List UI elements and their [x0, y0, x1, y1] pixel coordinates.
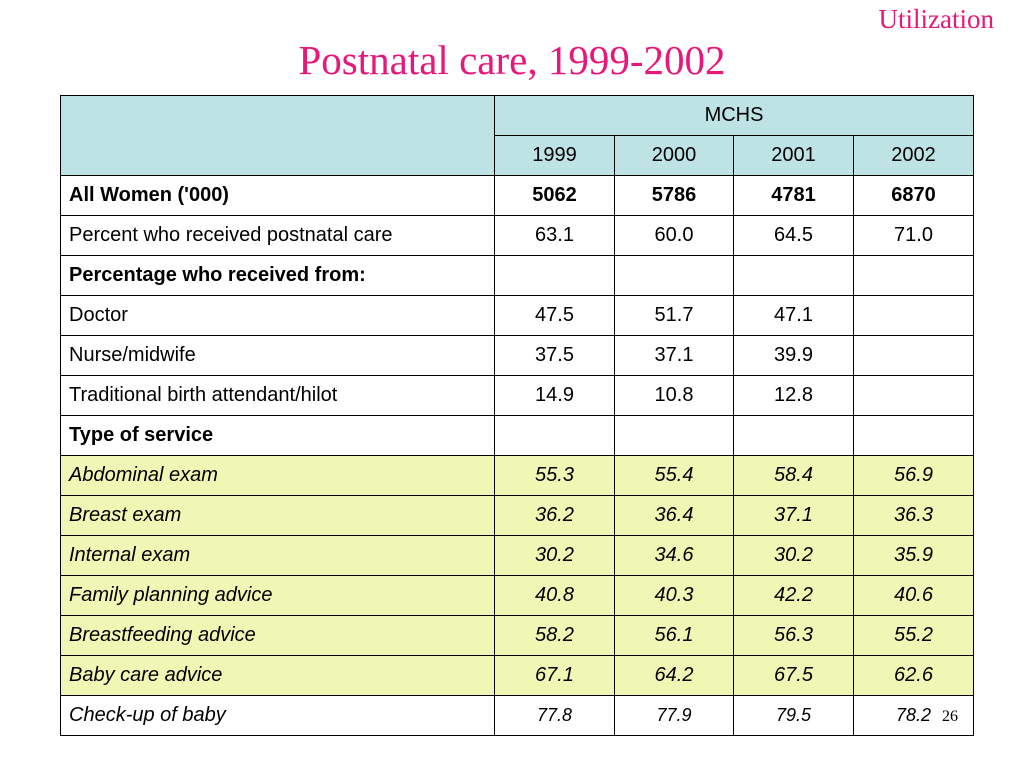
section-label: Utilization — [878, 4, 994, 34]
value-cell: 67.1 — [494, 655, 615, 696]
value-cell: 37.1 — [614, 335, 734, 376]
table-row: Doctor 47.5 51.7 47.1 — [60, 295, 975, 336]
value-cell: 77.8 — [494, 695, 615, 736]
value-cell: 71.0 — [852, 215, 975, 256]
value-cell: 30.2 — [733, 535, 854, 576]
value-cell: 12.8 — [733, 375, 854, 416]
table-row: Breastfeeding advice 58.2 56.1 56.3 55.2 — [60, 615, 975, 656]
value-cell: 4781 — [733, 175, 854, 216]
value-cell: 40.3 — [614, 575, 734, 616]
value-cell — [852, 255, 975, 296]
table-row: Traditional birth attendant/hilot 14.9 10.… — [60, 375, 975, 416]
value-cell: 47.1 — [733, 295, 854, 336]
value-cell — [852, 295, 975, 336]
value-cell: 37.1 — [733, 495, 854, 536]
value-cell: 34.6 — [614, 535, 734, 576]
year-header: 2001 — [733, 135, 854, 176]
value-cell: 62.6 — [852, 655, 975, 696]
row-label: Traditional birth attendant/hilot — [60, 375, 495, 416]
table-row: Type of service — [60, 415, 975, 456]
value-cell — [614, 415, 734, 456]
row-label: Check-up of baby — [60, 695, 495, 736]
value-cell: 37.5 — [494, 335, 615, 376]
value-cell: 67.5 — [733, 655, 854, 696]
value-cell: 55.3 — [494, 455, 615, 496]
table-row: All Women ('000) 5062 5786 4781 6870 — [60, 175, 975, 216]
header-row-years: 1999 2000 2001 2002 — [61, 135, 975, 176]
year-header: 2000 — [614, 135, 734, 176]
value-cell: 56.1 — [614, 615, 734, 656]
value-cell: 64.5 — [733, 215, 854, 256]
value-cell — [733, 255, 854, 296]
value-cell: 36.2 — [494, 495, 615, 536]
table-row: Family planning advice 40.8 40.3 42.2 40.6 — [60, 575, 975, 616]
value-cell: 63.1 — [494, 215, 615, 256]
value-cell: 35.9 — [852, 535, 975, 576]
table-row: Abdominal exam 55.3 55.4 58.4 56.9 — [60, 455, 975, 496]
row-label: Doctor — [60, 295, 495, 336]
value-cell — [852, 415, 975, 456]
value-cell: 40.8 — [494, 575, 615, 616]
value-cell: 36.3 — [852, 495, 975, 536]
value-cell: 79.5 — [733, 695, 854, 736]
table-row: Nurse/midwife 37.5 37.1 39.9 — [60, 335, 975, 376]
table-row: Check-up of baby 77.8 77.9 79.5 78.2 — [60, 695, 975, 736]
row-label: Type of service — [60, 415, 495, 456]
value-cell: 40.6 — [852, 575, 975, 616]
row-label: Abdominal exam — [60, 455, 495, 496]
row-label: Breast exam — [60, 495, 495, 536]
value-cell — [494, 415, 615, 456]
value-cell: 64.2 — [614, 655, 734, 696]
row-label: Breastfeeding advice — [60, 615, 495, 656]
value-cell: 42.2 — [733, 575, 854, 616]
value-cell: 58.4 — [733, 455, 854, 496]
header-row-group: MCHS — [60, 95, 975, 176]
value-cell — [852, 335, 975, 376]
row-label: Nurse/midwife — [60, 335, 495, 376]
value-cell: 56.3 — [733, 615, 854, 656]
page-number: 26 — [942, 708, 958, 725]
value-cell — [852, 375, 975, 416]
value-cell: 60.0 — [614, 215, 734, 256]
row-label: Percentage who received from: — [60, 255, 495, 296]
row-label: All Women ('000) — [60, 175, 495, 216]
value-cell: 58.2 — [494, 615, 615, 656]
value-cell: 51.7 — [614, 295, 734, 336]
value-cell: 77.9 — [614, 695, 734, 736]
value-cell — [733, 415, 854, 456]
year-header: 2002 — [852, 135, 975, 176]
value-cell: 5062 — [494, 175, 615, 216]
row-label: Internal exam — [60, 535, 495, 576]
table-row: Breast exam 36.2 36.4 37.1 36.3 — [60, 495, 975, 536]
value-cell: 10.8 — [614, 375, 734, 416]
value-cell: 14.9 — [494, 375, 615, 416]
value-cell: 30.2 — [494, 535, 615, 576]
table-row: Percentage who received from: — [60, 255, 975, 296]
table-row: Percent who received postnatal care 63.1 6… — [60, 215, 975, 256]
header-blank-cell — [60, 95, 495, 176]
value-cell: 78.2 — [852, 695, 975, 736]
group-header-mchs: MCHS — [493, 95, 975, 136]
year-header: 1999 — [494, 135, 615, 176]
value-cell: 6870 — [852, 175, 975, 216]
value-cell: 47.5 — [494, 295, 615, 336]
value-cell — [494, 255, 615, 296]
value-cell: 55.2 — [852, 615, 975, 656]
postnatal-care-table: MCHS 1999 2000 2001 2002 All Women ('000… — [60, 95, 975, 736]
row-label: Baby care advice — [60, 655, 495, 696]
value-cell: 5786 — [614, 175, 734, 216]
slide-title: Postnatal care, 1999-2002 — [298, 37, 726, 83]
value-cell — [614, 255, 734, 296]
row-label: Family planning advice — [60, 575, 495, 616]
value-cell: 55.4 — [614, 455, 734, 496]
value-cell: 56.9 — [852, 455, 975, 496]
table-row: Internal exam 30.2 34.6 30.2 35.9 — [60, 535, 975, 576]
row-label: Percent who received postnatal care — [60, 215, 495, 256]
table-row: Baby care advice 67.1 64.2 67.5 62.6 — [60, 655, 975, 696]
value-cell: 36.4 — [614, 495, 734, 536]
value-cell: 39.9 — [733, 335, 854, 376]
